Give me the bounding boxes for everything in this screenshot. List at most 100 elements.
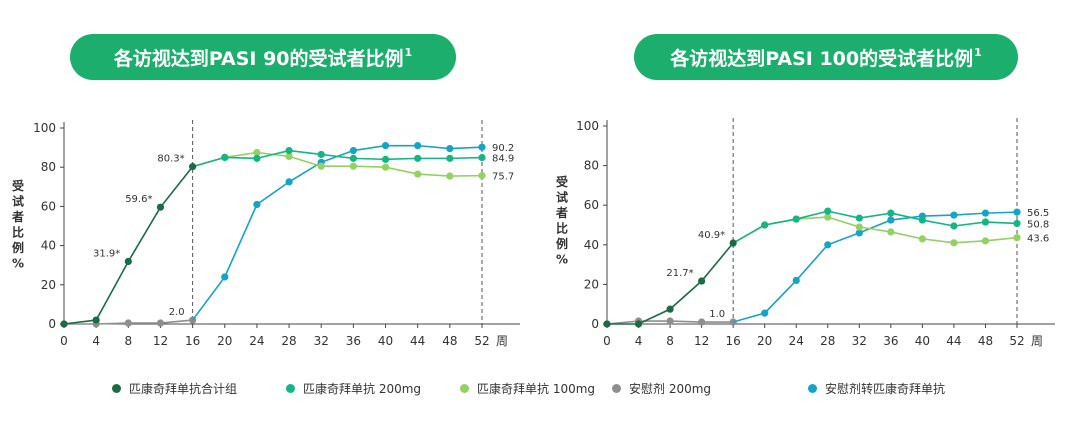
x-tick-label: 36: [346, 334, 361, 348]
data-label: 1.0: [709, 309, 725, 320]
x-axis-unit: 周: [1031, 334, 1043, 348]
end-value-label: 56.5: [1027, 208, 1049, 219]
data-point-dose200: [253, 154, 261, 162]
x-tick-label: 32: [852, 334, 867, 348]
data-point-dose100: [918, 235, 926, 243]
data-point-switch: [792, 276, 800, 285]
y-axis-label-char: 受: [556, 174, 568, 189]
data-point-combined: [60, 320, 68, 328]
data-point-dose200: [414, 154, 422, 162]
data-point-combined: [603, 320, 611, 328]
data-point-dose200: [349, 154, 357, 162]
data-point-switch: [221, 273, 229, 281]
data-point-dose100: [887, 228, 895, 236]
legend-marker: [112, 384, 121, 393]
data-point-switch: [981, 209, 990, 217]
data-point-dose100: [253, 148, 261, 157]
data-point-switch: [285, 178, 293, 186]
y-tick-label: 0: [48, 317, 56, 331]
data-point-placebo: [698, 318, 706, 326]
pasi90-title: 各访视达到PASI 90的受试者比例: [113, 47, 404, 70]
legend-item-switch: 安慰剂转匹康奇拜单抗: [808, 380, 945, 397]
data-point-combined: [698, 277, 706, 285]
data-point-dose100: [855, 223, 863, 231]
end-value-label: 75.7: [492, 172, 514, 183]
legend-item-dose200: 匹康奇拜单抗 200mg: [286, 380, 421, 397]
data-point-dose200: [285, 146, 293, 155]
end-value-label: 50.8: [1027, 219, 1049, 230]
x-tick-label: 32: [314, 334, 329, 348]
data-point-dose200: [824, 207, 832, 215]
series-line-dose200: [192, 149, 483, 168]
x-tick-label: 28: [820, 334, 835, 348]
x-tick-label: 44: [946, 334, 961, 348]
x-tick-label: 16: [185, 334, 200, 348]
y-axis-label-char: 受: [12, 178, 24, 193]
data-label: 40.9*: [698, 230, 725, 241]
data-point-switch: [414, 142, 422, 150]
y-axis-label-char: 比: [12, 225, 24, 240]
end-value-label: 43.6: [1027, 234, 1049, 245]
legend-item-placebo: 安慰剂 200mg: [612, 380, 711, 397]
legend-label: 匹康奇拜单抗合计组: [129, 382, 238, 396]
pasi100-title: 各访视达到PASI 100的受试者比例: [670, 47, 974, 70]
legend-item-combined: 匹康奇拜单抗合计组: [112, 380, 237, 397]
x-tick-label: 36: [883, 334, 898, 348]
end-value-label: 90.2: [492, 143, 514, 154]
legend-marker: [612, 384, 621, 393]
data-point-dose200: [761, 221, 769, 229]
data-point-placebo: [156, 319, 165, 327]
data-label: 31.9*: [93, 248, 120, 259]
data-point-dose200: [1013, 219, 1021, 228]
y-tick-label: 80: [41, 160, 56, 174]
x-tick-label: 48: [442, 334, 457, 348]
x-tick-label: 48: [978, 334, 993, 348]
x-tick-label: 52: [474, 334, 489, 348]
data-point-dose200: [792, 215, 800, 223]
data-point-dose200: [887, 209, 895, 217]
data-point-dose200: [918, 216, 926, 224]
x-tick-label: 40: [915, 334, 930, 348]
y-tick-label: 100: [576, 119, 599, 133]
y-tick-label: 40: [584, 238, 599, 252]
data-point-switch: [349, 146, 357, 155]
data-point-switch: [381, 142, 390, 150]
data-point-combined: [156, 203, 165, 211]
data-point-dose200: [950, 222, 958, 230]
data-point-switch: [855, 229, 863, 237]
legend-marker: [808, 384, 817, 393]
series-line-switch: [732, 211, 1018, 323]
x-tick-label: 44: [410, 334, 425, 348]
data-point-dose200: [855, 214, 863, 222]
pasi90-title-banner: 各访视达到PASI 90的受试者比例 1: [70, 34, 456, 80]
y-tick-label: 60: [41, 199, 56, 213]
legend-label: 匹康奇拜单抗 100mg: [477, 382, 596, 396]
data-point-switch: [478, 143, 486, 151]
data-label: 59.6*: [125, 194, 152, 205]
chart-legend: 匹康奇拜单抗合计组 匹康奇拜单抗 200mg 匹康奇拜单抗 100mg 安慰剂 200…: [0, 380, 1080, 408]
legend-label: 安慰剂 200mg: [629, 382, 712, 396]
data-point-dose100: [824, 213, 832, 221]
y-tick-label: 60: [584, 198, 599, 212]
legend-label: 匹康奇拜单抗 200mg: [303, 382, 422, 396]
y-axis-label-char: 者: [555, 205, 568, 220]
x-tick-label: 8: [124, 334, 132, 348]
x-tick-label: 20: [757, 334, 772, 348]
data-point-switch: [887, 216, 895, 224]
data-point-combined: [666, 305, 674, 313]
x-tick-label: 52: [1009, 334, 1024, 348]
data-point-dose100: [1013, 234, 1021, 242]
data-label: 21.7*: [666, 268, 693, 279]
legend-marker: [460, 384, 469, 393]
data-point-dose100: [317, 162, 325, 170]
series-line-dose200: [732, 210, 1018, 244]
y-axis-label-char: %: [12, 257, 24, 271]
data-point-switch: [253, 200, 261, 209]
x-tick-label: 24: [249, 334, 264, 348]
legend-item-dose100: 匹康奇拜单抗 100mg: [460, 380, 595, 397]
x-tick-label: 0: [60, 334, 68, 348]
data-point-dose100: [349, 162, 357, 170]
data-point-dose100: [478, 172, 486, 180]
data-point-combined: [189, 163, 197, 171]
data-point-dose200: [381, 155, 390, 163]
